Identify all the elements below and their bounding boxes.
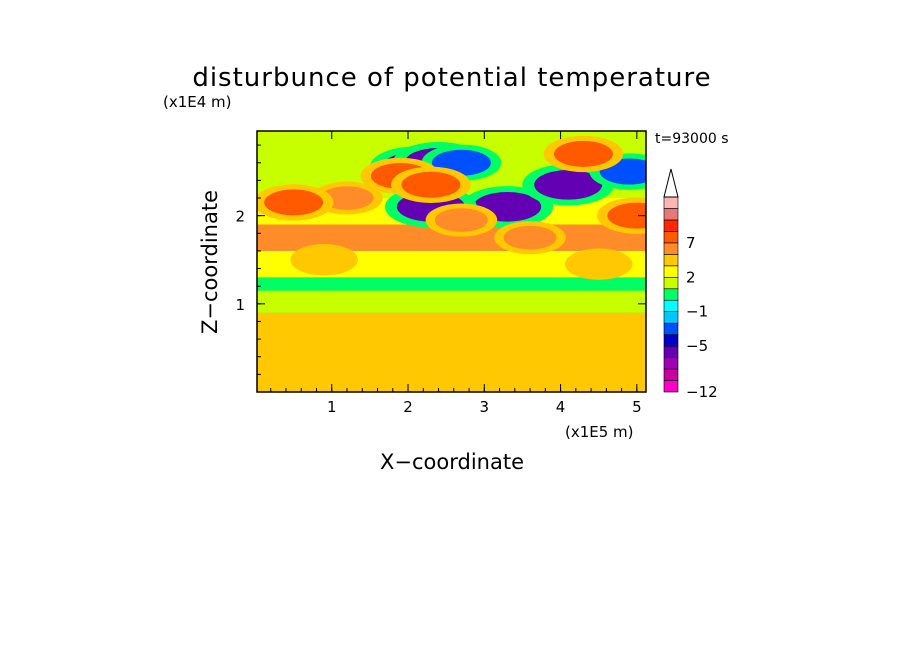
field-band	[257, 277, 646, 291]
time-label: t=93000 s	[655, 131, 729, 147]
colorbar-swatch	[663, 288, 679, 301]
field-feature	[264, 189, 324, 216]
colorbar-swatch	[663, 334, 679, 347]
colorbar-tick-label: −5	[686, 337, 708, 355]
field-feature	[553, 140, 613, 167]
x-tick-label: 1	[327, 398, 337, 416]
colorbar-tick-label: 7	[686, 234, 696, 252]
y-ticks: 12	[235, 144, 646, 375]
field-feature	[434, 208, 488, 232]
y-axis-label: Z−coordinate	[198, 190, 222, 334]
plot-frame	[256, 130, 647, 393]
colorbar-swatch	[663, 208, 679, 221]
y-axis-unit: (x1E4 m)	[163, 93, 232, 111]
colorbar-tick-label: −1	[686, 303, 708, 321]
x-axis-unit: (x1E5 m)	[565, 423, 634, 441]
y-tick-label: 1	[235, 296, 245, 314]
x-tick-label: 2	[403, 398, 413, 416]
colorbar-swatch	[663, 254, 679, 267]
field-layer	[257, 131, 646, 392]
colorbar-swatch	[663, 265, 679, 278]
x-ticks: 1 2 3 4 5	[270, 131, 642, 416]
field-feature	[573, 252, 624, 276]
y-tick-label: 2	[235, 208, 245, 226]
colorbar-swatch	[663, 357, 679, 370]
colorbar-swatch	[663, 276, 679, 290]
field-band	[257, 312, 646, 392]
x-tick-label: 4	[556, 398, 566, 416]
colorbar-swatch	[663, 368, 679, 381]
colorbar-swatch	[663, 242, 679, 255]
field-feature	[401, 171, 461, 198]
colorbar-tick-label: −12	[686, 383, 718, 401]
field-feature	[534, 169, 603, 200]
field-feature	[535, 327, 586, 351]
colorbar-swatch	[663, 322, 679, 335]
colorbar: −12−5−127	[663, 168, 718, 401]
colorbar-swatch	[663, 311, 679, 324]
x-axis-label: X−coordinate	[380, 450, 524, 474]
colorbar-tick-label: 2	[686, 268, 696, 286]
field-band	[257, 290, 646, 313]
colorbar-swatch	[663, 231, 679, 244]
x-tick-label: 5	[632, 398, 642, 416]
colorbar-swatch	[663, 219, 679, 232]
colorbar-swatch	[663, 345, 679, 358]
chart-title: disturbunce of potential temperature	[192, 63, 711, 93]
field-feature	[607, 202, 646, 229]
colorbar-swatch	[663, 196, 679, 209]
field-feature	[352, 319, 403, 342]
colorbar-swatch	[663, 380, 679, 393]
field-feature	[320, 186, 374, 210]
field-feature	[299, 248, 350, 271]
colorbar-extend-arrow	[663, 168, 679, 198]
field-feature	[503, 225, 557, 250]
field-feature	[466, 336, 517, 360]
x-tick-label: 3	[480, 398, 490, 416]
colorbar-swatch	[663, 299, 679, 313]
